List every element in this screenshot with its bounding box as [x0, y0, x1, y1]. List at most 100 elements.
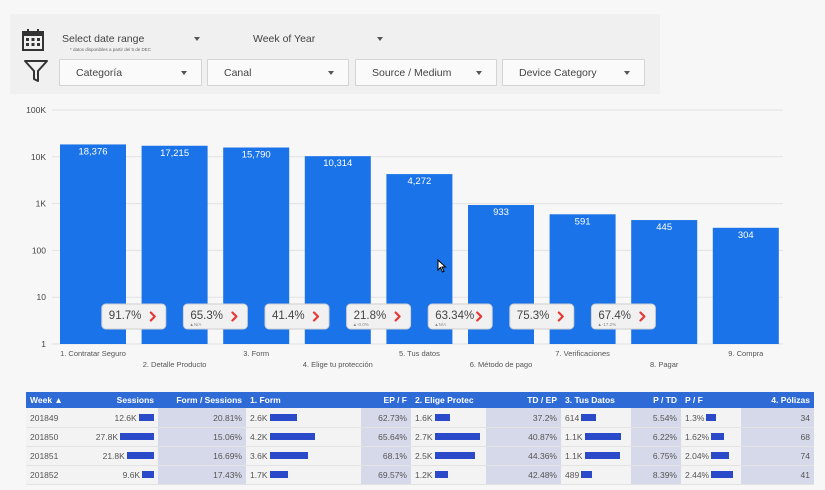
- cell-p-f-bar: [711, 452, 729, 460]
- cell-form-sessions: 17.43%: [158, 465, 246, 485]
- y-tick-label: 10: [37, 292, 47, 302]
- conversion-rate-badge: [101, 303, 167, 330]
- filter-icon[interactable]: [23, 58, 49, 84]
- cell-polizas: 41: [741, 465, 814, 485]
- chevron-right-icon: [149, 311, 156, 322]
- cell-tus-datos-bar: [584, 452, 620, 460]
- category-label: 2. Detalle Producto: [143, 360, 207, 369]
- cell-p-td-value: 6.75%: [652, 450, 677, 461]
- canal-filter[interactable]: Canal: [207, 59, 349, 86]
- chevron-down-icon: [476, 70, 482, 75]
- cell-td-ep: 37.2%: [486, 408, 561, 428]
- table-header-row: Week ▲ Sessions Form / Sessions 1. Form …: [26, 392, 814, 408]
- cell-elige-protec-bar: [434, 471, 448, 479]
- cell-sessions-value: 21.8K: [102, 450, 125, 461]
- col-p-td-header[interactable]: P / TD: [631, 392, 681, 408]
- chevron-down-icon: [377, 36, 383, 41]
- conversion-rate-value: 91.7%: [109, 310, 142, 322]
- device-category-filter[interactable]: Device Category: [502, 59, 645, 86]
- category-label: 3. Form: [243, 349, 269, 358]
- cell-td-ep-value: 37.2%: [532, 412, 557, 423]
- cell-tus-datos-value: 1.1K: [565, 431, 583, 442]
- calendar-icon[interactable]: [20, 27, 46, 53]
- canal-filter-label: Canal: [224, 66, 252, 79]
- col-sessions-header[interactable]: Sessions: [82, 392, 158, 408]
- source-medium-filter[interactable]: Source / Medium: [355, 59, 497, 86]
- cell-td-ep-value: 42.48%: [528, 469, 557, 480]
- date-range-selector[interactable]: Select date range: [46, 25, 214, 52]
- col-ep-f-header[interactable]: EP / F: [361, 392, 411, 408]
- col-form-header[interactable]: 1. Form: [246, 392, 361, 408]
- cell-form-value: 1.7K: [250, 469, 268, 480]
- cell-tus-datos-bar: [584, 433, 621, 441]
- col-form-sessions-header[interactable]: Form / Sessions: [158, 392, 246, 408]
- bar-value-label: 10,314: [323, 158, 352, 169]
- cell-ep-f-value: 65.64%: [378, 431, 407, 442]
- cell-polizas-value: 68: [800, 431, 810, 442]
- cell-elige-protec: 1.2K: [411, 465, 486, 485]
- col-p-f-header[interactable]: P / F: [681, 392, 741, 408]
- cell-week-value: 201850: [30, 431, 59, 442]
- y-tick-label: 10K: [31, 152, 46, 162]
- cell-ep-f-value: 68.1%: [382, 450, 407, 461]
- cell-form-sessions: 20.81%: [158, 408, 246, 428]
- col-td-ep-header[interactable]: TD / EP: [486, 392, 561, 408]
- cell-tus-datos-value: 1.1K: [565, 450, 583, 461]
- col-polizas-header[interactable]: 4. Pólizas: [741, 392, 814, 408]
- cell-week: 201852: [26, 465, 82, 485]
- category-label: 5. Tus datos: [399, 349, 440, 358]
- cell-p-td: 6.22%: [631, 427, 681, 447]
- category-label: 1. Contratar Seguro: [60, 349, 126, 358]
- category-label: 7. Verificaciones: [555, 349, 610, 358]
- cell-p-f-value: 2.44%: [685, 469, 710, 480]
- cell-elige-protec-value: 1.2K: [415, 469, 433, 480]
- cell-tus-datos-value: 614: [565, 412, 580, 423]
- cell-elige-protec-value: 2.7K: [415, 431, 433, 442]
- cell-form-sessions-value: 20.81%: [213, 412, 242, 423]
- cell-elige-protec-bar: [434, 433, 480, 441]
- cell-ep-f-value: 62.73%: [378, 412, 407, 423]
- cell-elige-protec-bar: [434, 452, 475, 460]
- col-tus-datos-header[interactable]: 3. Tus Datos: [561, 392, 631, 408]
- cell-ep-f-value: 69.57%: [378, 469, 407, 480]
- cell-form: 1.7K: [246, 465, 361, 485]
- bar-value-label: 4,272: [408, 176, 432, 187]
- col-week-header[interactable]: Week ▲: [26, 392, 82, 408]
- conversion-rate-badge: [509, 303, 575, 330]
- cell-p-f: 1.3%: [681, 408, 741, 428]
- cell-tus-datos: 489: [561, 465, 631, 485]
- weekly-funnel-table: Week ▲ Sessions Form / Sessions 1. Form …: [26, 392, 814, 485]
- col-elige-protec-header[interactable]: 2. Elige Protec: [411, 392, 486, 408]
- cell-polizas: 68: [741, 427, 814, 447]
- table-row: 201851 21.8K 16.69% 3.6K 68.1% 2.5K 44.36% 1.1K…: [26, 446, 814, 466]
- funnel-bar-chart: 1 10 100 1K 10K 100K 18,376 1. Contratar Seguro…: [26, 105, 783, 369]
- cell-form-sessions-value: 17.43%: [213, 469, 242, 480]
- bar-value-label: 18,376: [78, 146, 107, 157]
- conversion-change-note: ▲N/A: [189, 322, 201, 327]
- conversion-rate-value: 75.3%: [517, 310, 550, 322]
- y-tick-label: 100: [32, 245, 46, 255]
- cell-week: 201851: [26, 446, 82, 466]
- cell-ep-f: 62.73%: [361, 408, 411, 428]
- cell-p-f: 2.04%: [681, 446, 741, 466]
- categoria-filter[interactable]: Categoría: [59, 59, 202, 86]
- cell-sessions: 12.6K: [82, 408, 158, 428]
- source-medium-filter-label: Source / Medium: [372, 66, 452, 79]
- conversion-rate-value: 63.34%: [435, 310, 474, 322]
- date-range-label: Select date range: [62, 32, 145, 45]
- conversion-rate-badge: [590, 303, 656, 330]
- date-availability-note: * datos disponibles a partir del 5 de DE…: [70, 47, 152, 52]
- cell-week-value: 201849: [30, 412, 59, 423]
- cell-form-value: 3.6K: [250, 450, 268, 461]
- cell-polizas-value: 74: [800, 450, 810, 461]
- y-tick-label: 1: [41, 339, 46, 349]
- cell-sessions-bar: [120, 433, 154, 441]
- cell-p-td: 5.54%: [631, 408, 681, 428]
- cell-polizas-value: 41: [800, 469, 810, 480]
- cell-week-value: 201852: [30, 469, 59, 480]
- cell-elige-protec-bar: [434, 414, 451, 422]
- cell-form-value: 4.2K: [250, 431, 268, 442]
- week-of-year-selector[interactable]: Week of Year: [237, 25, 397, 52]
- conversion-change-note: ▲-0.0%: [353, 322, 369, 327]
- cell-form: 3.6K: [246, 446, 361, 466]
